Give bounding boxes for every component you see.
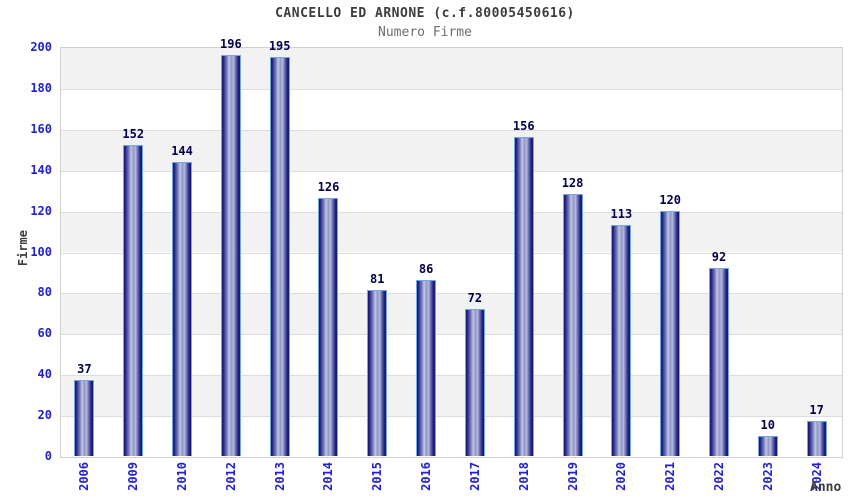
gridline [61, 416, 842, 418]
x-tick-label: 2013 [272, 462, 287, 491]
gridline [61, 170, 842, 172]
y-tick-label: 100 [30, 244, 52, 259]
gridline [61, 252, 842, 254]
bar-value-label: 144 [171, 143, 193, 158]
bar [74, 380, 95, 456]
x-tick-label: 2015 [370, 462, 385, 491]
bar [318, 198, 339, 456]
y-tick-label: 40 [37, 367, 52, 382]
bar-value-label: 196 [220, 37, 242, 52]
bar-value-label: 37 [77, 362, 92, 377]
bar [416, 280, 437, 456]
bar [806, 421, 827, 456]
bar-value-label: 126 [317, 180, 340, 195]
bar-value-label: 152 [122, 127, 145, 142]
y-axis-title: Firme [16, 229, 30, 266]
gridline [61, 211, 842, 213]
x-tick-label: 2021 [663, 462, 678, 491]
bar [708, 267, 729, 456]
x-tick-label: 2019 [565, 462, 580, 491]
plot-band [61, 48, 842, 89]
x-axis-title: Anno [810, 480, 842, 495]
bar-value-label: 72 [467, 290, 483, 305]
chart-title: CANCELLO ED ARNONE (c.f.80005450616) [275, 6, 575, 21]
bar-value-label: 156 [512, 118, 535, 133]
y-tick-label: 20 [37, 408, 52, 423]
bar [513, 136, 534, 456]
x-tick-label: 2020 [614, 462, 629, 491]
gridline [61, 334, 842, 336]
bar-value-label: 120 [659, 192, 681, 207]
bar [123, 145, 144, 456]
y-tick-label: 0 [44, 449, 52, 463]
bar [172, 161, 193, 456]
y-tick-label: 120 [30, 203, 52, 218]
chart-subtitle: Numero Firme [378, 25, 472, 40]
bar [757, 435, 778, 456]
x-tick-label: 2014 [321, 462, 336, 491]
gridline [61, 88, 842, 90]
x-tick-label: 2012 [223, 462, 238, 491]
y-tick-label: 140 [30, 162, 52, 177]
bar [562, 194, 583, 456]
bar-value-label: 92 [711, 249, 727, 264]
y-tick-label: 60 [37, 326, 52, 341]
y-tick-label: 80 [37, 285, 52, 300]
y-tick-label: 180 [30, 80, 52, 95]
x-tick-label: 2023 [760, 462, 775, 491]
x-tick-label: 2009 [126, 462, 141, 491]
bar-value-label: 10 [760, 417, 775, 432]
x-tick-label: 2017 [467, 462, 482, 491]
bar [660, 210, 681, 456]
bar [611, 224, 632, 456]
bar-value-label: 86 [418, 262, 434, 277]
bar [269, 57, 290, 456]
gridline [61, 293, 842, 295]
gridline [61, 375, 842, 377]
x-tick-label: 2010 [175, 462, 190, 491]
bar [367, 290, 388, 456]
bar [220, 55, 241, 456]
bar-value-label: 128 [561, 176, 584, 191]
y-tick-label: 160 [30, 121, 52, 136]
x-tick-label: 2022 [711, 462, 726, 491]
bar-value-label: 81 [370, 272, 385, 287]
bar-value-label: 17 [809, 403, 824, 418]
y-tick-label: 200 [30, 40, 52, 54]
x-tick-label: 2018 [516, 462, 531, 491]
x-tick-label: 2006 [77, 462, 92, 491]
plot-band [61, 88, 842, 130]
bar-value-label: 195 [268, 39, 291, 54]
bar-value-label: 113 [610, 206, 633, 221]
bar [464, 308, 485, 456]
x-tick-label: 2016 [419, 462, 434, 491]
gridline [61, 129, 842, 131]
